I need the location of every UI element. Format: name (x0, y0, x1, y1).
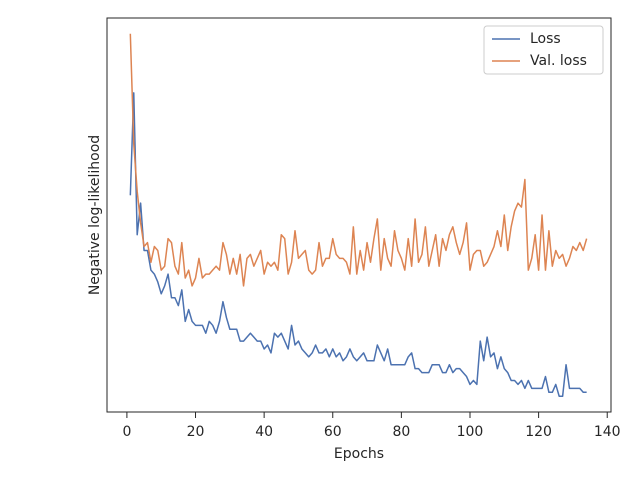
x-tick-label: 20 (187, 424, 205, 440)
line-series (129, 33, 588, 287)
legend-label: Val. loss (530, 53, 587, 69)
plot-frame (106, 17, 612, 413)
x-axis-label: Epochs (334, 446, 384, 462)
line-series (129, 92, 587, 397)
x-tick-label: 0 (122, 424, 131, 440)
x-tick-label: 60 (324, 424, 342, 440)
legend-label: Loss (530, 31, 561, 47)
x-tick-label: 80 (392, 424, 410, 440)
legend-box (483, 25, 604, 75)
x-tick-label: 120 (525, 424, 552, 440)
x-tick-label: 40 (255, 424, 273, 440)
x-tick-label: 140 (594, 424, 621, 440)
y-axis-label: Negative log-likelihood (87, 135, 103, 295)
x-tick-label: 100 (457, 424, 484, 440)
